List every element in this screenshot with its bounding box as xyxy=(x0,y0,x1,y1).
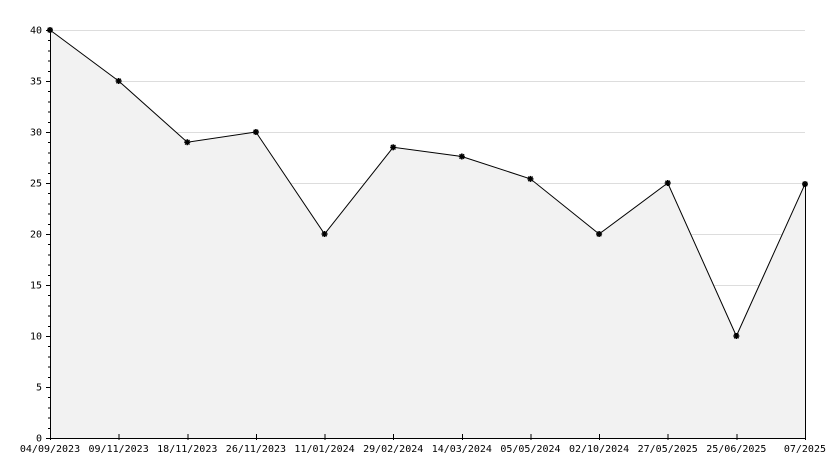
series-area xyxy=(50,30,805,438)
x-tick-label: 29/02/2024 xyxy=(363,444,423,455)
label-layer: 0 5 10 15 20 25 30 35 40 04/09/2023 09/11/2023 18/1… xyxy=(20,26,826,456)
y-tick-label: 10 xyxy=(30,332,42,343)
data-point-marker xyxy=(390,144,397,151)
x-tick-label: 27/05/2025 xyxy=(638,444,698,455)
x-tick-label: 11/01/2024 xyxy=(294,444,354,455)
marker-layer xyxy=(47,27,808,339)
data-point-marker xyxy=(252,129,259,135)
data-point-marker xyxy=(184,139,191,146)
x-tick-label: 02/10/2024 xyxy=(569,444,629,455)
axis-layer xyxy=(46,30,806,440)
x-tick-label: 07/2025 xyxy=(784,444,826,455)
y-tick-label: 25 xyxy=(30,179,42,190)
x-tick-label: 05/05/2024 xyxy=(500,444,560,455)
x-tick-label: 26/11/2023 xyxy=(226,444,286,455)
data-point-marker xyxy=(733,333,740,339)
data-point-marker xyxy=(527,175,534,182)
y-tick-label: 35 xyxy=(30,77,42,88)
data-point-marker xyxy=(47,27,53,33)
y-tick-label: 5 xyxy=(36,383,42,394)
data-point-marker xyxy=(802,181,808,188)
x-tick-label: 09/11/2023 xyxy=(89,444,149,455)
y-tick-label: 0 xyxy=(36,434,42,445)
x-tick-label: 18/11/2023 xyxy=(157,444,217,455)
x-tick-label: 04/09/2023 xyxy=(20,444,80,455)
data-point-marker xyxy=(321,231,328,237)
y-tick-label: 20 xyxy=(30,230,42,241)
x-tick-label: 25/06/2025 xyxy=(706,444,766,455)
line-layer xyxy=(49,29,806,338)
series-line xyxy=(49,29,806,338)
x-tick-label: 14/03/2024 xyxy=(432,444,492,455)
data-point-marker xyxy=(115,78,122,84)
y-tick-label: 15 xyxy=(30,281,42,292)
y-tick-label: 40 xyxy=(30,26,42,37)
data-point-marker xyxy=(596,231,603,237)
data-point-marker xyxy=(458,153,465,160)
area-layer xyxy=(50,30,805,438)
y-tick-label: 30 xyxy=(30,128,42,139)
data-point-marker xyxy=(664,180,671,186)
